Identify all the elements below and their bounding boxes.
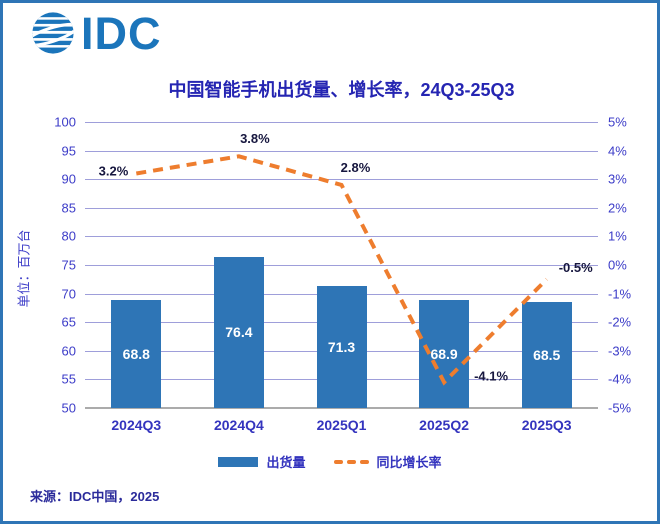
x-axis-label: 2025Q1 xyxy=(316,417,367,433)
gridline xyxy=(85,122,598,123)
plot-area: 100 5% 95 4% 90 3% 85 2% 80 1% 75 0% 70 -1% 65 -2% 60 -3%… xyxy=(54,115,631,434)
growth-value-label: 3.8% xyxy=(240,131,270,147)
x-axis-line xyxy=(85,407,598,409)
legend-line-swatch xyxy=(333,459,369,464)
bar-value-label: 68.5 xyxy=(533,347,561,364)
bar-value-label: 71.3 xyxy=(327,339,356,356)
y-axis-tick: 75 xyxy=(61,257,76,273)
right-axis-tick: -4% xyxy=(608,371,632,387)
gridline xyxy=(85,207,598,209)
bar-value-label: 68.8 xyxy=(122,346,150,363)
right-axis-tick: -5% xyxy=(608,400,632,416)
bar-2025Q3 xyxy=(521,302,572,408)
growth-value-label: -4.1% xyxy=(474,368,509,384)
x-axis-label: 2025Q3 xyxy=(521,417,572,433)
right-axis-tick: 1% xyxy=(608,228,627,244)
gridline xyxy=(85,150,598,152)
right-axis-tick: 3% xyxy=(608,171,627,187)
bar-value-label: 68.9 xyxy=(430,345,458,362)
y-axis-tick: 70 xyxy=(61,286,76,302)
growth-value-label: 2.8% xyxy=(340,159,371,175)
legend-line-label: 同比增长率 xyxy=(376,455,442,470)
right-axis-tick: -1% xyxy=(608,286,632,302)
y-axis-unit-label: 单位：百万台 xyxy=(16,228,32,308)
x-axis-label: 2024Q3 xyxy=(111,417,162,433)
gridline xyxy=(85,265,598,266)
bar-value-label: 76.4 xyxy=(225,324,253,341)
bar-2025Q1 xyxy=(316,286,367,408)
growth-value-label: -0.5% xyxy=(558,260,593,276)
right-axis-tick: -2% xyxy=(608,314,632,330)
idc-logo: IDC xyxy=(30,10,162,56)
legend: 出货量 同比增长率 xyxy=(3,452,657,471)
bar-2024Q4 xyxy=(213,256,264,408)
right-axis-tick: 5% xyxy=(608,114,627,130)
y-axis-tick: 85 xyxy=(61,200,76,216)
y-axis-tick: 55 xyxy=(61,371,76,387)
right-axis-tick: 4% xyxy=(608,143,627,159)
y-axis-tick: 100 xyxy=(54,114,76,130)
y-axis-tick: 60 xyxy=(61,343,76,359)
gridline xyxy=(85,179,598,181)
legend-bar-swatch xyxy=(218,456,259,467)
growth-line xyxy=(135,154,549,386)
source-note: 来源：IDC中国，2025 xyxy=(30,489,160,504)
y-axis-tick: 95 xyxy=(61,143,76,159)
bar-2024Q3 xyxy=(111,300,162,408)
gridline xyxy=(85,236,598,238)
legend-bar-label: 出货量 xyxy=(266,455,306,470)
growth-value-label: 3.2% xyxy=(98,163,129,179)
chart-title: 中国智能手机出货量、增长率，24Q3-25Q3 xyxy=(168,80,515,100)
y-axis-tick: 65 xyxy=(61,314,76,330)
y-axis-tick: 80 xyxy=(61,228,76,244)
y-axis-tick: 90 xyxy=(61,171,76,187)
x-axis-label: 2025Q2 xyxy=(419,417,470,433)
right-axis-tick: 0% xyxy=(608,257,627,273)
y-axis-tick: 50 xyxy=(61,400,76,416)
right-axis-tick: 2% xyxy=(608,200,627,216)
x-axis-label: 2024Q4 xyxy=(213,417,264,433)
idc-globe-icon xyxy=(32,12,74,54)
right-axis-tick: -3% xyxy=(608,343,632,359)
idc-logo-text: IDC xyxy=(81,7,162,59)
